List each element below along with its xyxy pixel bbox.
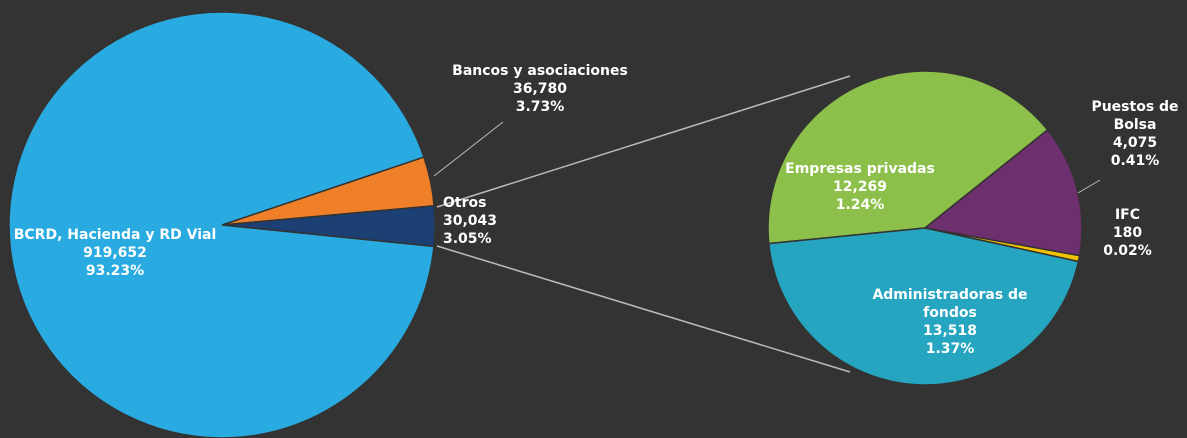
slice-label: Bancos y asociaciones 36,780 3.73% xyxy=(440,62,640,116)
percent-label: 0.41% xyxy=(1110,153,1160,169)
value-label: 36,780 xyxy=(512,81,568,97)
category-label: Bancos y asociaciones xyxy=(452,63,628,79)
slice-label: IFC 180 0.02% xyxy=(1090,206,1165,260)
value-label: 4,075 xyxy=(1112,135,1158,151)
percent-label: 1.37% xyxy=(925,341,975,357)
slice-label: Administradoras de fondos 13,518 1.37% xyxy=(850,286,1050,358)
value-label: 180 xyxy=(1112,225,1143,241)
value-label: 919,652 xyxy=(83,245,147,261)
slice-label: BCRD, Hacienda y RD Vial 919,652 93.23% xyxy=(0,226,230,280)
pie-slice xyxy=(767,70,1049,245)
leader-line xyxy=(433,121,504,177)
percent-label: 3.05% xyxy=(443,231,492,247)
value-label: 12,269 xyxy=(832,179,888,195)
category-label: Puestos de Bolsa xyxy=(1091,99,1179,133)
percent-label: 1.24% xyxy=(835,197,885,213)
leader-line xyxy=(1077,179,1101,194)
connector-line xyxy=(436,245,851,373)
percent-label: 0.02% xyxy=(1103,243,1152,259)
slice-label: Empresas privadas 12,269 1.24% xyxy=(775,160,945,214)
pie-slice xyxy=(767,227,1080,386)
pie-slice xyxy=(8,11,435,438)
category-label: Otros xyxy=(443,195,487,211)
category-label: BCRD, Hacienda y RD Vial xyxy=(13,227,217,243)
value-label: 30,043 xyxy=(443,213,498,229)
percent-label: 93.23% xyxy=(85,263,145,279)
connector-line xyxy=(436,75,851,208)
slice-label: Puestos de Bolsa 4,075 0.41% xyxy=(1080,98,1187,170)
slice-label: Otros 30,043 3.05% xyxy=(443,194,543,248)
value-label: 13,518 xyxy=(922,323,978,339)
percent-label: 3.73% xyxy=(515,99,565,115)
category-label: Administradoras de fondos xyxy=(872,287,1028,321)
category-label: Empresas privadas xyxy=(785,161,935,177)
pie-slice xyxy=(923,128,1083,257)
category-label: IFC xyxy=(1114,207,1141,223)
